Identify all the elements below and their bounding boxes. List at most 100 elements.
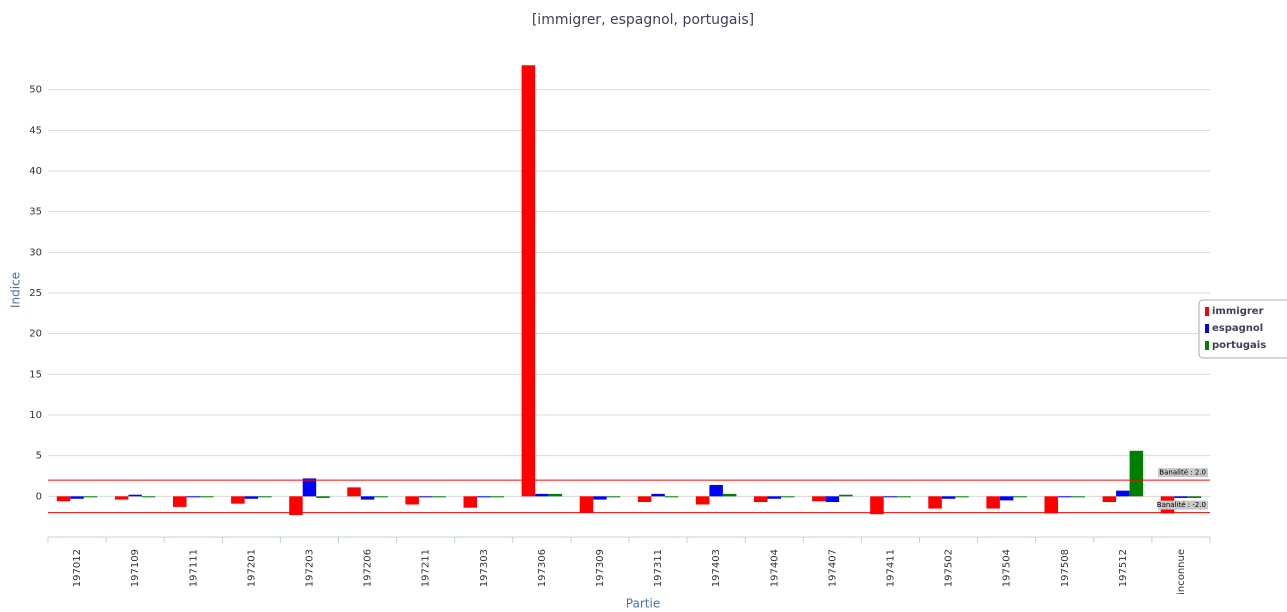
bar — [1187, 496, 1202, 498]
bar — [432, 496, 446, 498]
bar — [128, 494, 142, 497]
bar — [722, 493, 737, 497]
bar — [664, 496, 679, 498]
bar — [548, 493, 563, 497]
bar — [1071, 496, 1085, 498]
bar — [955, 496, 969, 498]
legend-swatch — [1205, 341, 1209, 350]
y-tick-label: 35 — [29, 207, 42, 218]
x-axis-title: Partie — [626, 597, 660, 611]
y-tick-label: 0 — [36, 491, 42, 502]
plot-line-label: Banalité : -2.0 — [1157, 501, 1206, 509]
x-tick-label: 197411 — [885, 549, 896, 587]
plot-line-label: Banalité : 2.0 — [1159, 469, 1206, 477]
bar — [258, 496, 272, 498]
bar — [56, 496, 71, 502]
y-tick-label: 5 — [36, 451, 42, 462]
x-tick-label: 197403 — [711, 549, 722, 587]
legend-label: portugais — [1212, 340, 1266, 351]
bar — [781, 496, 795, 498]
bar — [695, 496, 710, 505]
bar — [141, 496, 156, 498]
x-tick-label: 197109 — [130, 549, 141, 587]
x-tick-label: inconnue — [1176, 549, 1187, 595]
x-tick-label: 197512 — [1118, 549, 1129, 587]
bar — [928, 496, 942, 509]
bar — [186, 496, 200, 498]
x-tick-label: 197211 — [421, 549, 432, 587]
bar — [1044, 496, 1058, 514]
legend-label: espagnol — [1212, 323, 1263, 334]
x-tick-label: 197203 — [304, 549, 315, 587]
bar — [490, 496, 504, 498]
y-tick-label: 30 — [29, 247, 42, 258]
bar — [70, 496, 84, 499]
bar — [1102, 496, 1117, 503]
x-tick-label: 197404 — [769, 549, 780, 587]
x-tick-label: 197012 — [72, 549, 83, 587]
legend-box — [1198, 299, 1287, 359]
x-tick-label: 197306 — [537, 549, 548, 587]
bar — [244, 496, 259, 499]
bar — [114, 496, 129, 500]
bar — [1129, 450, 1144, 497]
y-tick-label: 15 — [29, 369, 42, 380]
bar — [289, 496, 303, 516]
bar — [418, 496, 433, 498]
plot-line-label-bg — [1158, 500, 1208, 510]
bar — [200, 496, 214, 498]
bar — [1174, 496, 1188, 498]
x-tick-label: 197309 — [595, 549, 606, 587]
y-tick-label: 50 — [29, 85, 42, 96]
bar — [1058, 496, 1072, 498]
chart-title: [immigrer, espagnol, portugais] — [532, 12, 754, 28]
bar — [302, 478, 317, 497]
bar — [535, 493, 549, 497]
y-axis-title: Indice — [9, 272, 23, 308]
x-tick-label: 197508 — [1060, 549, 1071, 587]
bar — [347, 487, 361, 497]
y-tick-label: 40 — [29, 166, 42, 177]
bar — [374, 496, 388, 498]
bar — [83, 496, 98, 498]
x-tick-label: 197201 — [246, 549, 257, 587]
x-tick-label: 197303 — [479, 549, 490, 587]
bar — [606, 496, 621, 498]
bar — [883, 496, 898, 498]
bar — [870, 496, 884, 515]
x-tick-label: 197502 — [944, 549, 955, 587]
plot-line-label-bg — [1158, 468, 1208, 478]
bar — [173, 496, 187, 507]
x-tick-label: 197504 — [1002, 549, 1013, 587]
bar — [941, 496, 956, 499]
bar — [825, 496, 840, 503]
bar — [316, 496, 330, 498]
bar — [897, 496, 911, 498]
bar — [1013, 496, 1027, 498]
bar — [767, 496, 781, 499]
legend-swatch — [1205, 307, 1209, 316]
bar — [651, 493, 665, 497]
bar — [754, 496, 768, 503]
bar — [839, 494, 853, 497]
x-tick-label: 197311 — [653, 549, 664, 587]
x-tick-label: 197206 — [363, 549, 374, 587]
bar — [579, 496, 594, 513]
bar — [709, 484, 723, 497]
y-tick-label: 25 — [29, 288, 42, 299]
x-tick-label: 197407 — [827, 549, 838, 587]
bar — [521, 65, 536, 497]
bar — [405, 496, 419, 505]
bar — [463, 496, 477, 508]
bar — [986, 496, 1000, 509]
bar — [360, 496, 375, 500]
legend-swatch — [1205, 324, 1209, 333]
bar — [477, 496, 491, 498]
bar — [231, 496, 245, 504]
y-tick-label: 20 — [29, 329, 42, 340]
x-tick-label: 197111 — [188, 549, 199, 587]
bar — [999, 496, 1014, 501]
bar — [812, 496, 826, 502]
legend-label: immigrer — [1212, 306, 1264, 317]
